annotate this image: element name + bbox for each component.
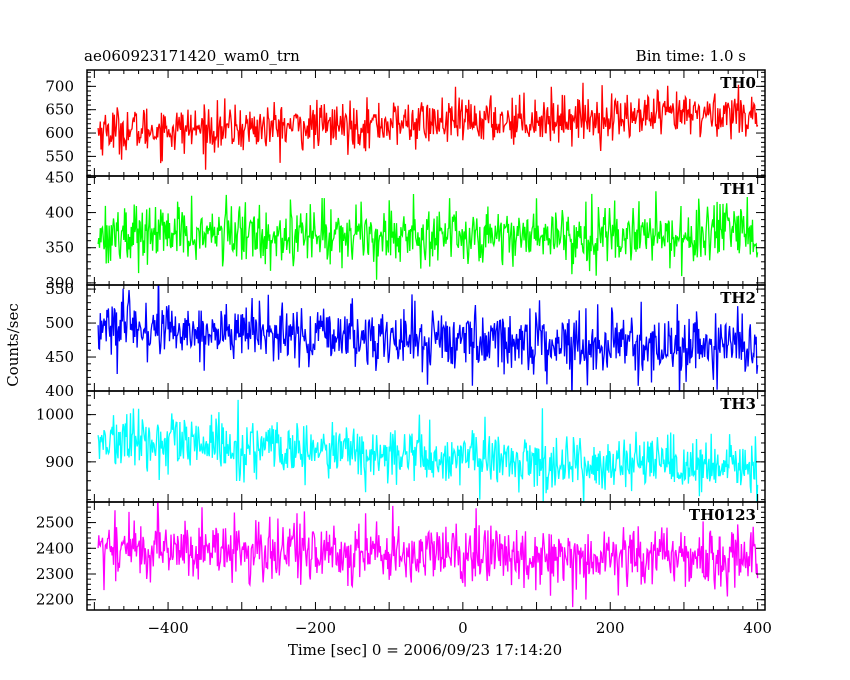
panel-th2: 400 450 500 550 TH2	[45, 280, 766, 400]
y-tick-label: 450	[45, 168, 74, 186]
panel-th3: 900 1000 TH3	[36, 390, 766, 503]
panels-group: 550 600 650 700 TH0 300 350 400 450 TH1 400 450 500 5…	[36, 69, 772, 637]
y-tick-label: 500	[45, 314, 74, 332]
series-line-th0	[97, 82, 759, 170]
x-axis-label: Time [sec] 0 = 2006/09/23 17:14:20	[288, 641, 562, 659]
y-tick-label: 2500	[36, 514, 74, 532]
y-tick-label: 400	[45, 382, 74, 400]
y-tick-label: 700	[45, 77, 74, 95]
y-axis-label: Counts/sec	[4, 303, 22, 387]
y-tick-label: 450	[45, 348, 74, 366]
series-line-th0123	[97, 502, 759, 608]
panel-th0: 550 600 650 700 TH0	[45, 69, 766, 177]
x-tick-label: 0	[458, 619, 468, 637]
panel-name-label: TH2	[720, 289, 756, 307]
x-tick-label: −400	[147, 619, 188, 637]
y-tick-label: 350	[45, 239, 74, 257]
y-tick-label: 600	[45, 124, 74, 142]
y-tick-label: 550	[45, 280, 74, 298]
series-line-th1	[97, 191, 759, 280]
panel-th1: 300 350 400 450 TH1	[45, 168, 766, 292]
series-line-th2	[97, 285, 759, 391]
panel-name-label: TH0123	[689, 506, 756, 524]
y-tick-label: 400	[45, 204, 74, 222]
y-tick-label: 650	[45, 101, 74, 119]
panel-name-label: TH0	[720, 74, 756, 92]
chart-title-left: ae060923171420_wam0_trn	[84, 47, 300, 65]
panel-name-label: TH1	[720, 180, 756, 198]
y-tick-label: 300	[45, 274, 74, 292]
y-tick-label: 2300	[36, 565, 74, 583]
y-tick-label: 2400	[36, 539, 74, 557]
y-tick-label: 2200	[36, 591, 74, 609]
y-tick-label: 900	[45, 453, 74, 471]
panel-name-label: TH3	[720, 395, 756, 413]
x-tick-label: 200	[596, 619, 625, 637]
y-tick-label: 550	[45, 147, 74, 165]
panel-frame	[86, 284, 766, 392]
x-tick-label: −200	[295, 619, 336, 637]
series-line-th3	[97, 399, 759, 502]
panel-frame	[86, 501, 766, 611]
panel-th0123: 2200 2300 2400 2500 TH0123	[36, 501, 766, 611]
x-tick-label: 400	[743, 619, 772, 637]
y-tick-label: 1000	[36, 406, 74, 424]
chart-title-right: Bin time: 1.0 s	[636, 47, 746, 65]
